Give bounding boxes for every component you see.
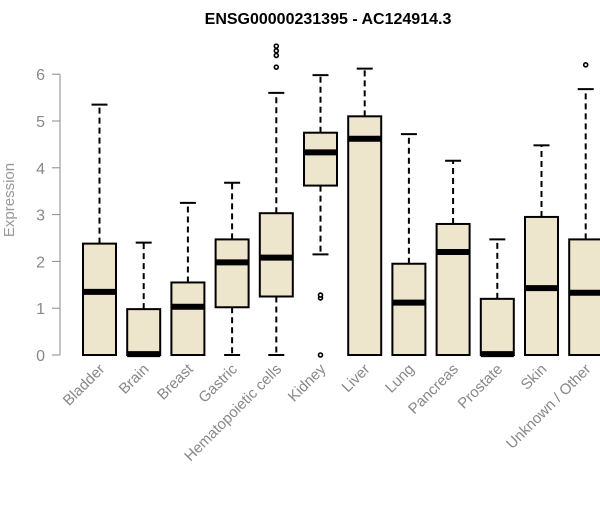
box-body: [170, 281, 206, 356]
y-axis-tick-label: 5: [36, 114, 45, 131]
y-axis-tick-label: 3: [36, 208, 45, 225]
y-axis-tick-label: 1: [36, 301, 45, 318]
y-axis-label: Expression: [1, 163, 18, 237]
box-group: [568, 62, 600, 357]
box-group: [82, 103, 117, 356]
outlier-point: [273, 64, 280, 70]
x-category-label: Prostate: [455, 361, 507, 413]
x-category-label: Lung: [382, 361, 418, 397]
outlier-point: [273, 43, 280, 49]
box-group: [170, 201, 206, 356]
box-body: [568, 238, 600, 357]
box-body: [214, 238, 250, 309]
outlier-point: [317, 292, 324, 298]
box-group: [347, 67, 383, 356]
box-group: [524, 144, 559, 356]
box-group: [435, 159, 471, 356]
x-category-label: Liver: [339, 361, 374, 396]
outlier-point: [317, 352, 324, 358]
box-body: [303, 131, 338, 187]
box-body: [391, 262, 427, 356]
box-body: [126, 308, 162, 356]
outlier-point: [582, 62, 589, 68]
y-axis-tick-label: 6: [36, 67, 45, 84]
x-category-label: Unknown / Other: [503, 361, 595, 453]
x-category-label: Kidney: [285, 360, 330, 405]
x-category-label: Breast: [154, 360, 197, 403]
y-axis-tick-label: 2: [36, 254, 45, 271]
box-body: [435, 222, 471, 356]
box-group: [126, 241, 162, 358]
box-body: [347, 115, 383, 356]
box-group: [214, 181, 250, 356]
chart-title: ENSG00000231395 - AC124914.3: [205, 11, 452, 28]
outlier-point: [273, 47, 280, 54]
x-category-label: Skin: [518, 361, 551, 394]
y-axis-tick-label: 4: [36, 161, 45, 178]
box-group: [479, 238, 515, 358]
box-body: [479, 297, 515, 356]
x-category-label: Bladder: [60, 361, 109, 410]
box-series: [82, 43, 600, 358]
y-axis-tick-label: 0: [36, 348, 45, 365]
box-group: [303, 74, 338, 358]
box-group: [258, 43, 294, 356]
box-body: [82, 242, 117, 356]
box-group: [391, 133, 427, 356]
x-category-label: Brain: [116, 361, 153, 398]
y-axis: 0 1 2 3 4 5 6: [36, 67, 61, 365]
outlier-point: [273, 52, 280, 59]
